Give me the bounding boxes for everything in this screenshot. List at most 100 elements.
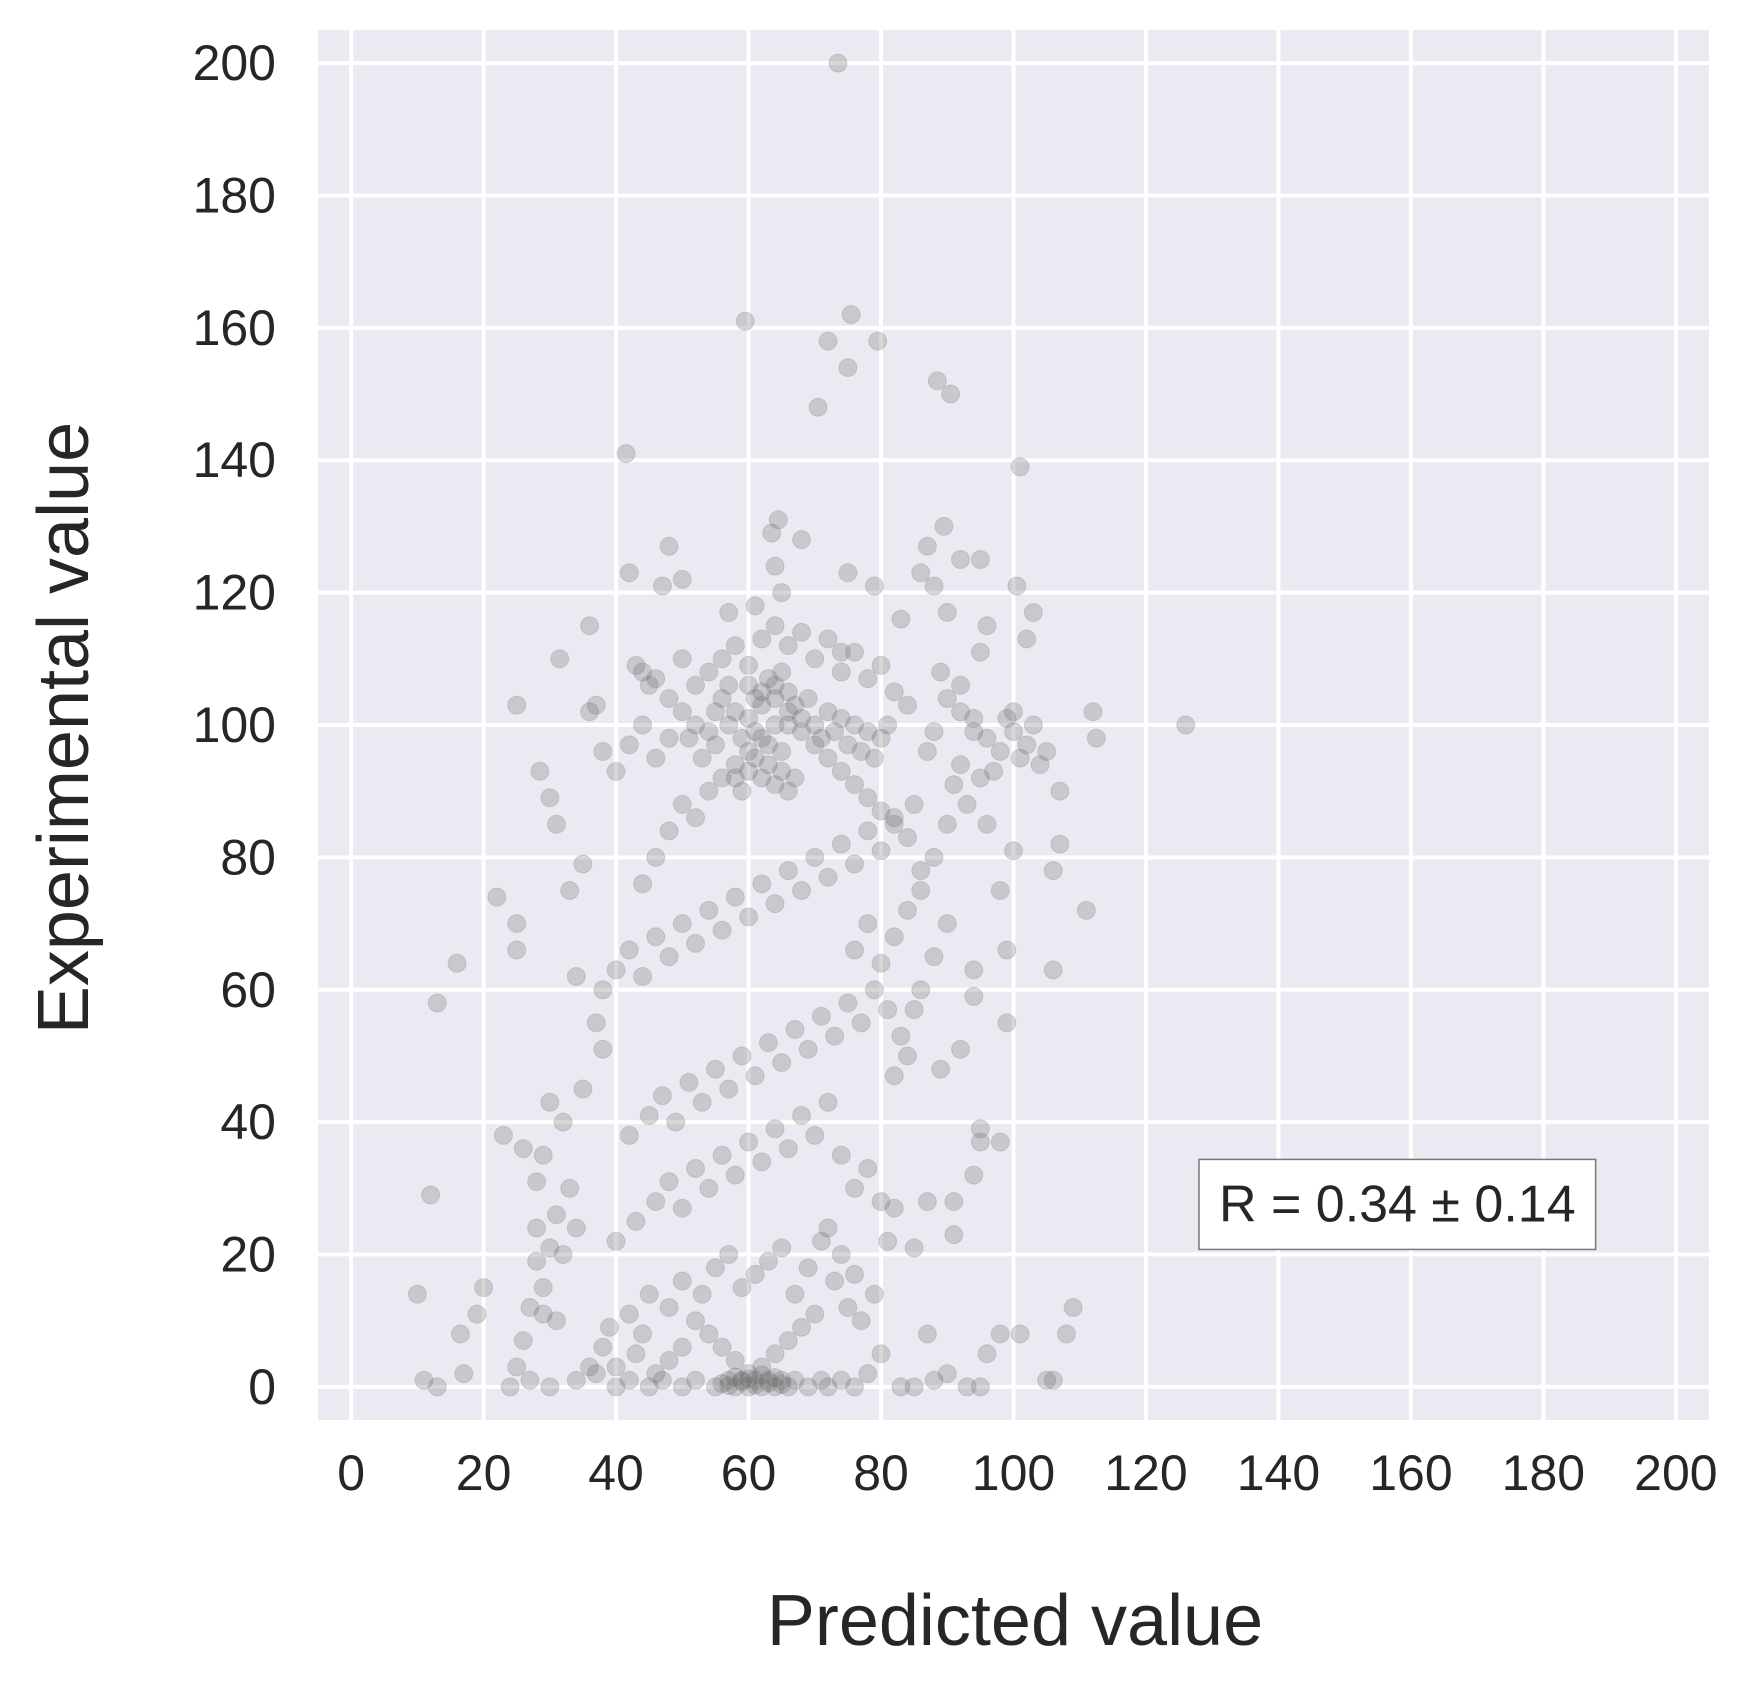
data-point <box>513 1139 533 1159</box>
data-point <box>1010 748 1030 768</box>
data-point <box>891 1026 911 1046</box>
data-point <box>970 768 990 788</box>
data-point <box>619 940 639 960</box>
data-point <box>811 1370 831 1390</box>
data-point <box>997 1013 1017 1033</box>
data-point <box>546 1205 566 1225</box>
data-point <box>752 1357 772 1377</box>
x-tick-label: 160 <box>1369 1445 1452 1501</box>
data-point <box>705 1059 725 1079</box>
data-point <box>765 675 785 695</box>
data-point <box>878 1231 898 1251</box>
data-point <box>732 781 752 801</box>
data-point <box>798 1377 818 1397</box>
data-point <box>818 867 838 887</box>
data-point <box>427 1377 447 1397</box>
data-point <box>792 530 812 550</box>
data-point <box>712 768 732 788</box>
data-point <box>785 1019 805 1039</box>
data-point <box>917 1324 937 1344</box>
data-point <box>758 755 778 775</box>
data-point <box>792 1317 812 1337</box>
data-point <box>699 781 719 801</box>
data-point <box>768 510 788 530</box>
data-point <box>414 1370 434 1390</box>
data-point <box>772 1238 792 1258</box>
data-point <box>957 1377 977 1397</box>
data-point <box>891 1377 911 1397</box>
data-point <box>871 801 891 821</box>
data-point <box>586 695 606 715</box>
data-point <box>659 536 679 556</box>
data-point <box>639 1106 659 1126</box>
data-point <box>1050 781 1070 801</box>
data-point <box>580 1357 600 1377</box>
data-point <box>964 986 984 1006</box>
data-point <box>937 914 957 934</box>
data-point <box>493 1125 513 1145</box>
data-point <box>752 874 772 894</box>
data-point <box>732 1372 752 1392</box>
data-point <box>679 1072 699 1092</box>
data-point <box>762 523 782 543</box>
data-point <box>944 1192 964 1212</box>
y-tick-label: 40 <box>220 1094 276 1150</box>
data-point <box>864 748 884 768</box>
data-point <box>845 642 865 662</box>
data-point <box>970 1119 990 1139</box>
data-point <box>540 1238 560 1258</box>
data-point <box>977 616 997 636</box>
data-point <box>699 722 719 742</box>
data-point <box>792 880 812 900</box>
data-point <box>616 444 636 464</box>
x-tick-label: 120 <box>1104 1445 1187 1501</box>
data-point <box>606 960 626 980</box>
data-point <box>626 1344 646 1364</box>
annotation-text: R = 0.34 ± 0.14 <box>1219 1175 1576 1233</box>
data-point <box>672 569 692 589</box>
data-point <box>831 662 851 682</box>
data-point <box>957 794 977 814</box>
data-point <box>917 1192 937 1212</box>
data-point <box>924 1370 944 1390</box>
data-point <box>904 1377 924 1397</box>
data-point <box>990 1324 1010 1344</box>
data-point <box>712 920 732 940</box>
data-point <box>732 1278 752 1298</box>
data-point <box>679 728 699 748</box>
x-tick-label: 60 <box>721 1445 777 1501</box>
data-point <box>1076 900 1096 920</box>
data-point <box>808 397 828 417</box>
data-point <box>646 1192 666 1212</box>
data-point <box>732 1370 752 1390</box>
data-point <box>672 1271 692 1291</box>
data-point <box>868 331 888 351</box>
data-point <box>1043 861 1063 881</box>
data-point <box>831 708 851 728</box>
data-point <box>785 1370 805 1390</box>
data-point <box>752 682 772 702</box>
data-point <box>858 1158 878 1178</box>
data-point <box>818 331 838 351</box>
data-point <box>831 1370 851 1390</box>
data-point <box>527 1172 547 1192</box>
data-point <box>745 1264 765 1284</box>
data-point <box>818 629 838 649</box>
x-tick-label: 140 <box>1237 1445 1320 1501</box>
data-point <box>739 1132 759 1152</box>
data-point <box>951 675 971 695</box>
data-point <box>845 775 865 795</box>
data-point <box>447 953 467 973</box>
data-point <box>792 708 812 728</box>
data-point <box>805 715 825 735</box>
data-point <box>692 1092 712 1112</box>
data-point <box>1030 755 1050 775</box>
data-point <box>778 1331 798 1351</box>
data-point <box>745 722 765 742</box>
data-point <box>772 1053 792 1073</box>
x-tick-label: 0 <box>337 1445 365 1501</box>
data-point <box>652 1086 672 1106</box>
data-point <box>805 649 825 669</box>
data-point <box>540 1092 560 1112</box>
data-point <box>672 649 692 669</box>
